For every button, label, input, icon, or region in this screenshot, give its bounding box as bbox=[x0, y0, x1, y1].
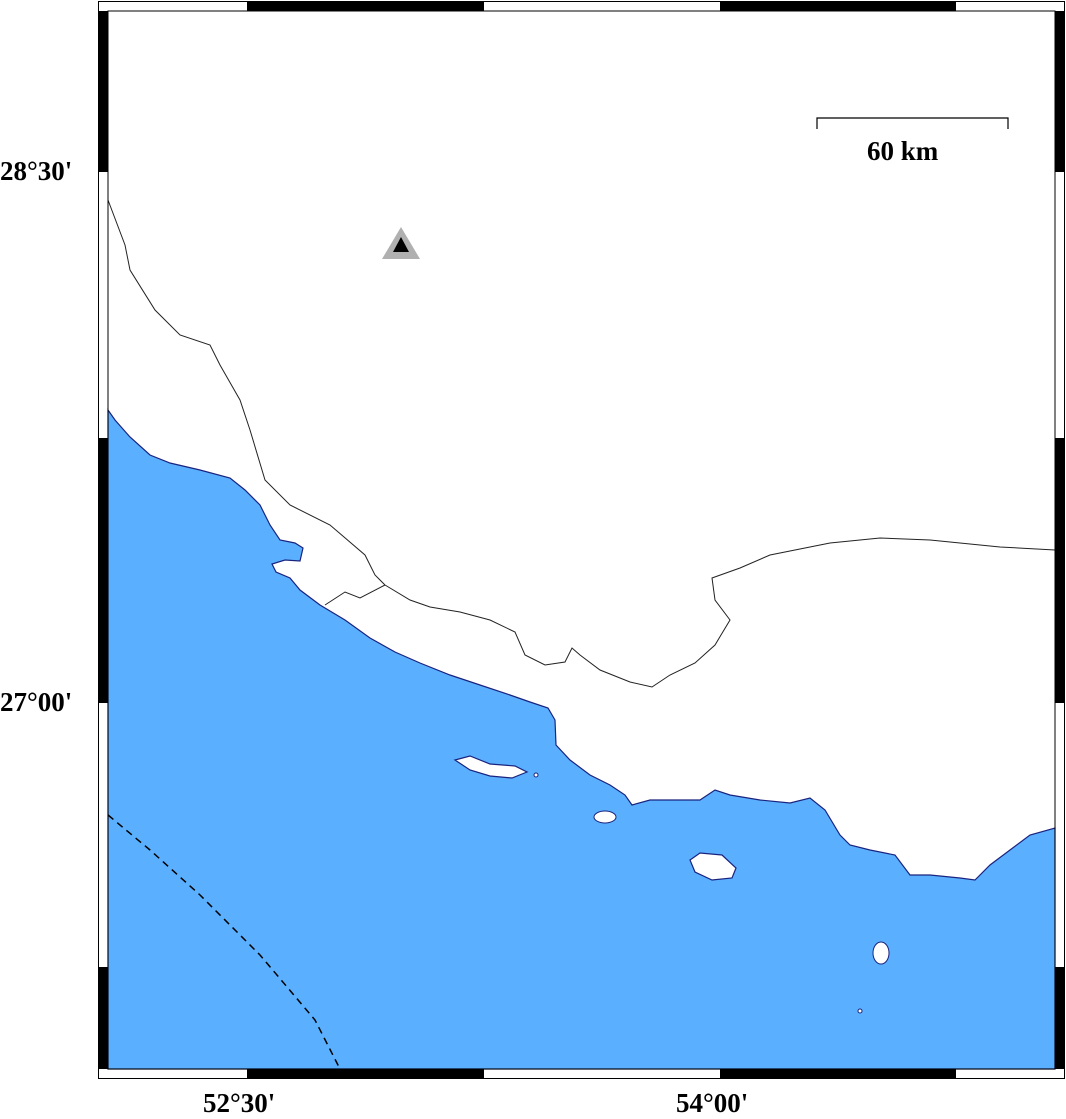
scale-bar bbox=[816, 117, 1009, 129]
maritime-boundary bbox=[107, 814, 341, 1070]
island bbox=[453, 755, 529, 779]
province-border bbox=[324, 584, 386, 606]
sea bbox=[107, 408, 1056, 1070]
island bbox=[857, 1008, 863, 1014]
province-border bbox=[384, 537, 1056, 688]
lat-label: 27°00' bbox=[0, 687, 73, 717]
island bbox=[872, 941, 890, 965]
island bbox=[533, 772, 539, 778]
lon-label: 52°30' bbox=[203, 1088, 276, 1118]
island bbox=[689, 852, 737, 881]
lon-label: 54°00' bbox=[676, 1088, 749, 1118]
island bbox=[593, 810, 617, 824]
triangle-station-icon bbox=[382, 227, 420, 259]
province-border bbox=[107, 199, 386, 586]
frame-ticks bbox=[98, 1, 1065, 1079]
scale-bar-label: 60 km bbox=[867, 136, 939, 166]
lat-label: 28°30' bbox=[0, 156, 73, 186]
